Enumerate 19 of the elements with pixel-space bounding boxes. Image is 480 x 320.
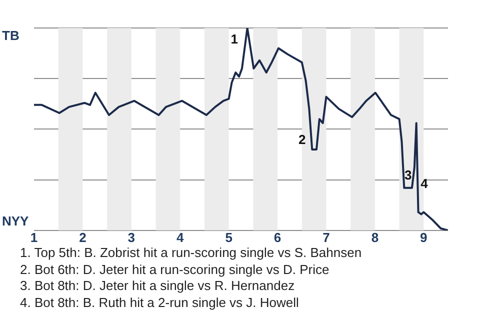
text: 4. Bot 8th: B. Ruth hit a 2-run single vs J. Howell <box>20 294 300 311</box>
text: 3. Bot 8th: D. Jeter hit a single vs R. Hernandez <box>20 278 296 294</box>
x-tick-label: 5 <box>225 230 232 245</box>
x-tick-label: 9 <box>420 230 428 245</box>
annotation: 4 <box>420 176 429 191</box>
x-tick-label: 4 <box>176 230 184 245</box>
x-tick-label: 8 <box>371 230 379 245</box>
text: NYY <box>2 213 30 228</box>
x-tick-label: 7 <box>322 230 330 245</box>
annotation: 3 <box>404 167 412 182</box>
x-tick-label: 3 <box>128 230 136 245</box>
annotation: 1 <box>230 32 238 47</box>
x-tick-label: 1 <box>30 230 38 245</box>
text: TB <box>2 28 20 44</box>
x-tick-label: 6 <box>274 230 282 245</box>
annotation: 2 <box>298 132 306 148</box>
text: 2. Bot 6th: D. Jeter hit a run-scoring single vs D. Price <box>20 262 330 278</box>
x-tick-label: 2 <box>79 230 86 245</box>
text: 1. Top 5th: B. Zobrist hit a run-scoring single vs S. Bahnsen <box>20 245 362 262</box>
